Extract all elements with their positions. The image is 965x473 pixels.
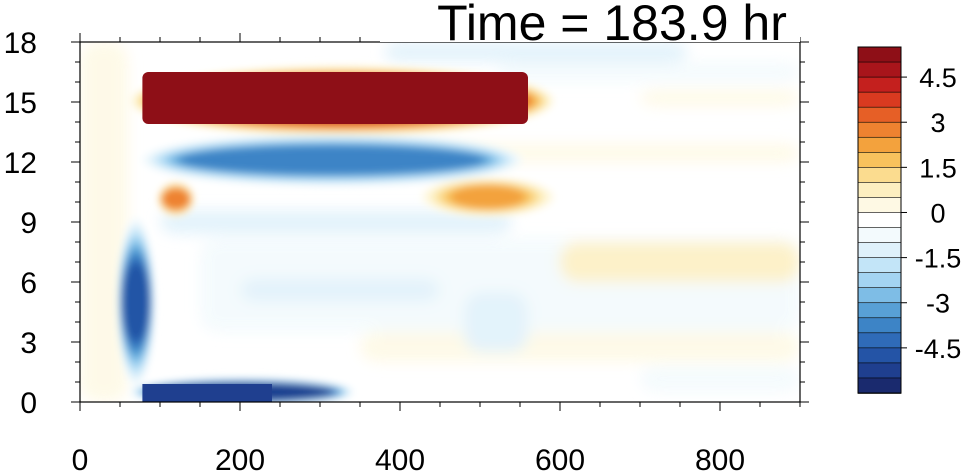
colorbar-box-8 <box>857 167 902 184</box>
colorbar-frame <box>857 46 902 394</box>
contour-wash-11 <box>384 42 688 62</box>
x-axis: 0 200 400 600 800 <box>72 33 801 473</box>
colorbar-box-21 <box>857 362 902 379</box>
colorbar-box-2 <box>857 76 902 93</box>
colorbar-box-15 <box>857 272 902 289</box>
y-tick-label-5: 15 <box>4 87 37 120</box>
colorbar-box-0 <box>857 46 902 63</box>
x-tick-label-2: 400 <box>375 444 425 473</box>
contour-wash-3 <box>160 210 512 234</box>
y-tick-label-0: 0 <box>20 387 37 420</box>
colorbar-box-10 <box>857 197 902 214</box>
title-backdrop <box>380 0 800 42</box>
colorbar-box-1 <box>857 61 902 78</box>
y-tick-label-2: 6 <box>20 267 37 300</box>
contour-wash-4 <box>640 90 800 106</box>
colorbar-box-4 <box>857 106 902 124</box>
colorbar-box-7 <box>857 152 902 169</box>
feature-4-band-5 <box>451 185 525 209</box>
y-axis: 0 3 6 9 12 15 18 <box>4 27 809 420</box>
contour-wash-5 <box>496 62 800 82</box>
contour-wash-7 <box>360 332 800 362</box>
contour-wash-2 <box>560 242 800 282</box>
y-tick-label-6: 18 <box>4 27 37 60</box>
colorbar-box-13 <box>857 242 902 259</box>
x-tick-label-3: 600 <box>535 444 585 473</box>
lower-layer-core <box>142 384 272 402</box>
colorbar-box-14 <box>857 257 902 274</box>
contour-wash-10 <box>464 292 528 352</box>
colorbar-label-2: 1.5 <box>919 153 957 183</box>
feature-1-band-7 <box>180 146 484 174</box>
contour-field <box>80 42 800 402</box>
colorbar: 4.5 3 1.5 0 -1.5 -3 -4.5 <box>857 46 962 394</box>
colorbar-box-5 <box>857 121 902 139</box>
colorbar-label-6: -4.5 <box>915 334 962 364</box>
colorbar-box-19 <box>857 332 902 349</box>
colorbar-label-5: -3 <box>926 289 950 319</box>
colorbar-box-11 <box>857 212 902 229</box>
colorbar-box-3 <box>857 91 902 108</box>
contour-wash-8 <box>640 366 800 392</box>
colorbar-box-18 <box>857 317 902 334</box>
colorbar-box-20 <box>857 347 902 364</box>
colorbar-label-1: 3 <box>930 108 945 138</box>
contour-wash-6 <box>80 42 128 402</box>
x-tick-label-4: 800 <box>695 444 745 473</box>
y-tick-label-3: 9 <box>20 207 37 240</box>
colorbar-box-12 <box>857 227 902 244</box>
colorbar-label-3: 0 <box>930 198 945 228</box>
colorbar-box-6 <box>857 136 902 154</box>
contour-wash-9 <box>240 278 440 302</box>
x-tick-label-0: 0 <box>72 444 89 473</box>
y-tick-label-1: 3 <box>20 327 37 360</box>
colorbar-box-17 <box>857 302 902 319</box>
colorbar-box-16 <box>857 287 902 304</box>
feature-5-band-9 <box>122 264 150 340</box>
x-tick-label-1: 200 <box>215 444 265 473</box>
colorbar-box-9 <box>857 182 902 199</box>
chart-title: Time = 183.9 hr <box>437 0 787 51</box>
colorbar-label-0: 4.5 <box>919 63 957 93</box>
colorbar-box-22 <box>857 377 902 394</box>
colorbar-label-4: -1.5 <box>915 244 962 274</box>
y-tick-label-4: 12 <box>4 147 37 180</box>
feature-3-band-6 <box>162 189 190 209</box>
jet-core <box>142 72 528 124</box>
